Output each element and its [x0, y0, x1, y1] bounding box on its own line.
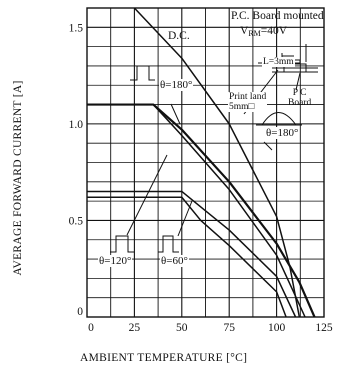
theta-180-sine-label: θ=180° — [265, 127, 300, 139]
theta-180-square-label: θ=180° — [159, 79, 194, 91]
tick-labels: 0 25 50 75 100 125 0 0.5 1.0 1.5 — [69, 22, 333, 334]
series-line-sq120 — [87, 190, 297, 318]
series-line-sq60 — [87, 196, 287, 318]
series-line-sq180 — [87, 103, 306, 318]
board-diagram — [272, 44, 318, 73]
x-tick-label: 125 — [315, 322, 333, 334]
lead-length-label: L=3mm — [262, 57, 295, 67]
theta-60-label: θ=60° — [160, 255, 189, 267]
theta-120-label: θ=120° — [98, 255, 133, 267]
y-tick-label: 1.5 — [69, 22, 84, 34]
board-title: P.C. Board mounted — [231, 10, 324, 22]
vrm-label: VRM=40V — [240, 25, 288, 38]
pc-board-label: P C Board — [288, 88, 312, 108]
square-pulse-icon-180 — [130, 65, 155, 81]
x-tick-label: 100 — [268, 322, 286, 334]
square-pulse-icon-60 — [158, 235, 179, 253]
leader-pcboard — [295, 72, 301, 91]
leader-theta180-square — [170, 103, 181, 125]
leader-theta120 — [126, 154, 168, 236]
dc-label: D.C. — [168, 30, 190, 42]
leader-sine — [263, 141, 273, 151]
print-land-label: Print land 5mm□ — [228, 92, 268, 112]
plot-frame — [86, 7, 325, 318]
y-tick-label: 0 — [77, 306, 83, 318]
x-tick-label: 25 — [129, 322, 141, 334]
y-axis-label: AVERAGE FORWARD CURRENT [A] — [12, 80, 24, 276]
x-tick-label: 0 — [88, 322, 94, 334]
x-tick-label: 75 — [223, 322, 235, 334]
y-tick-label: 1.0 — [69, 119, 84, 131]
annotation-graphics — [110, 44, 318, 253]
sine-pulse-icon — [261, 112, 297, 126]
leader-theta60 — [177, 200, 193, 237]
x-tick-label: 50 — [176, 322, 188, 334]
square-pulse-icon-120 — [110, 235, 134, 253]
y-tick-label: 0.5 — [69, 215, 84, 227]
series-lines — [87, 7, 316, 318]
x-axis-label: AMBIENT TEMPERATURE [°C] — [80, 352, 248, 364]
series-line-dc — [133, 7, 301, 318]
